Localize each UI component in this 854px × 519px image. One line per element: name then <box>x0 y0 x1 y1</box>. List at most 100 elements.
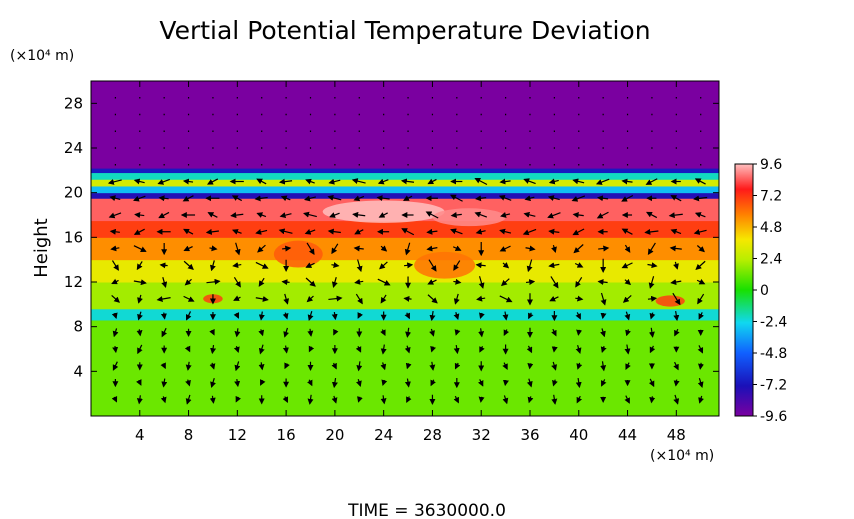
x-tick-label: 36 <box>520 426 539 444</box>
wind-vector <box>621 228 633 235</box>
wind-vector <box>595 178 610 185</box>
wind-vector <box>183 245 193 252</box>
wind-vector <box>499 178 511 185</box>
wind-vector <box>230 212 244 219</box>
wind-vector <box>182 195 194 202</box>
wind-vector <box>625 362 631 370</box>
wind-vector <box>136 395 143 405</box>
x-tick-label: 8 <box>184 426 194 444</box>
heatmap-patch <box>273 240 323 268</box>
wind-vector <box>649 312 656 320</box>
wind-vector <box>256 178 267 185</box>
wind-vector <box>406 396 412 404</box>
wind-vector <box>354 228 364 235</box>
wind-vector <box>673 379 680 387</box>
wind-vector <box>134 212 145 219</box>
y-tick-label: 12 <box>64 273 83 291</box>
colorbar-tick-label: -7.2 <box>760 378 787 394</box>
wind-vector <box>305 262 315 268</box>
wind-vector <box>648 327 655 338</box>
wind-vector <box>427 294 438 304</box>
wind-vector <box>571 195 586 202</box>
wind-vector <box>600 361 607 372</box>
wind-vector <box>158 195 169 202</box>
heatmap-band <box>91 81 719 169</box>
wind-vector <box>576 362 583 370</box>
wind-vector <box>109 228 120 235</box>
wind-vector <box>233 345 240 354</box>
heatmap-band <box>91 168 719 174</box>
wind-vector <box>328 295 343 302</box>
wind-vector <box>573 244 584 254</box>
wind-vector <box>133 178 145 185</box>
wind-vector <box>625 329 631 337</box>
wind-vector <box>572 228 585 236</box>
x-tick-label: 24 <box>374 426 393 444</box>
wind-vector <box>552 379 558 387</box>
wind-vector <box>475 195 487 202</box>
wind-vector <box>258 277 265 287</box>
wind-vector <box>401 228 415 236</box>
wind-vector <box>278 228 293 235</box>
x-tick-label: 32 <box>472 426 491 444</box>
wind-vector <box>257 244 266 253</box>
wind-vector <box>502 311 509 321</box>
colorbar-tick-label: -4.8 <box>760 346 787 362</box>
wind-vector <box>305 277 316 287</box>
wind-vector <box>600 292 607 306</box>
wind-vector <box>354 278 364 285</box>
wind-vector <box>426 245 438 252</box>
wind-vector <box>209 395 216 404</box>
wind-vector <box>624 344 631 355</box>
y-tick-label: 20 <box>64 184 83 202</box>
wind-vector <box>331 311 338 321</box>
wind-vector <box>425 211 439 219</box>
wind-vector <box>160 312 167 320</box>
wind-vector <box>184 345 191 353</box>
wind-vector <box>503 329 510 337</box>
wind-vector <box>107 178 122 185</box>
wind-vector <box>133 279 147 286</box>
wind-vector <box>207 212 218 218</box>
wind-vector <box>600 328 606 338</box>
wind-vector <box>499 228 512 235</box>
wind-vector <box>111 260 119 271</box>
wind-vector <box>333 328 339 336</box>
wind-vector <box>355 346 362 353</box>
wind-vector <box>381 379 388 387</box>
wind-vector <box>233 295 241 301</box>
wind-vector <box>575 277 583 288</box>
wind-vector <box>402 195 413 201</box>
wind-vector <box>429 361 436 371</box>
wind-vector <box>331 362 337 370</box>
wind-vector <box>183 295 195 302</box>
wind-vector <box>430 345 436 353</box>
wind-vector <box>698 362 704 370</box>
wind-vector <box>260 379 266 386</box>
wind-vector <box>331 377 338 389</box>
wind-vector <box>697 378 704 388</box>
wind-vector <box>185 361 192 371</box>
wind-vector <box>156 296 171 302</box>
colorbar <box>734 163 754 417</box>
wind-vector <box>157 178 170 185</box>
wind-vector <box>647 242 656 256</box>
colorbar-tick-label: -2.4 <box>760 315 787 331</box>
wind-vector <box>476 295 486 302</box>
wind-vector <box>404 312 410 320</box>
wind-vector <box>137 294 143 304</box>
wind-vector <box>377 178 389 185</box>
wind-vector <box>307 311 314 321</box>
wind-vector <box>696 245 705 253</box>
wind-vector <box>597 279 608 286</box>
wind-vector <box>380 344 387 355</box>
wind-vector <box>161 327 167 338</box>
wind-vector <box>405 362 412 370</box>
wind-vector <box>231 195 243 202</box>
wind-vector <box>304 229 316 235</box>
wind-vector <box>427 279 437 285</box>
wind-vector <box>600 345 607 354</box>
wind-vector <box>183 260 194 271</box>
wind-vector <box>357 396 363 403</box>
x-tick-label: 12 <box>228 426 247 444</box>
